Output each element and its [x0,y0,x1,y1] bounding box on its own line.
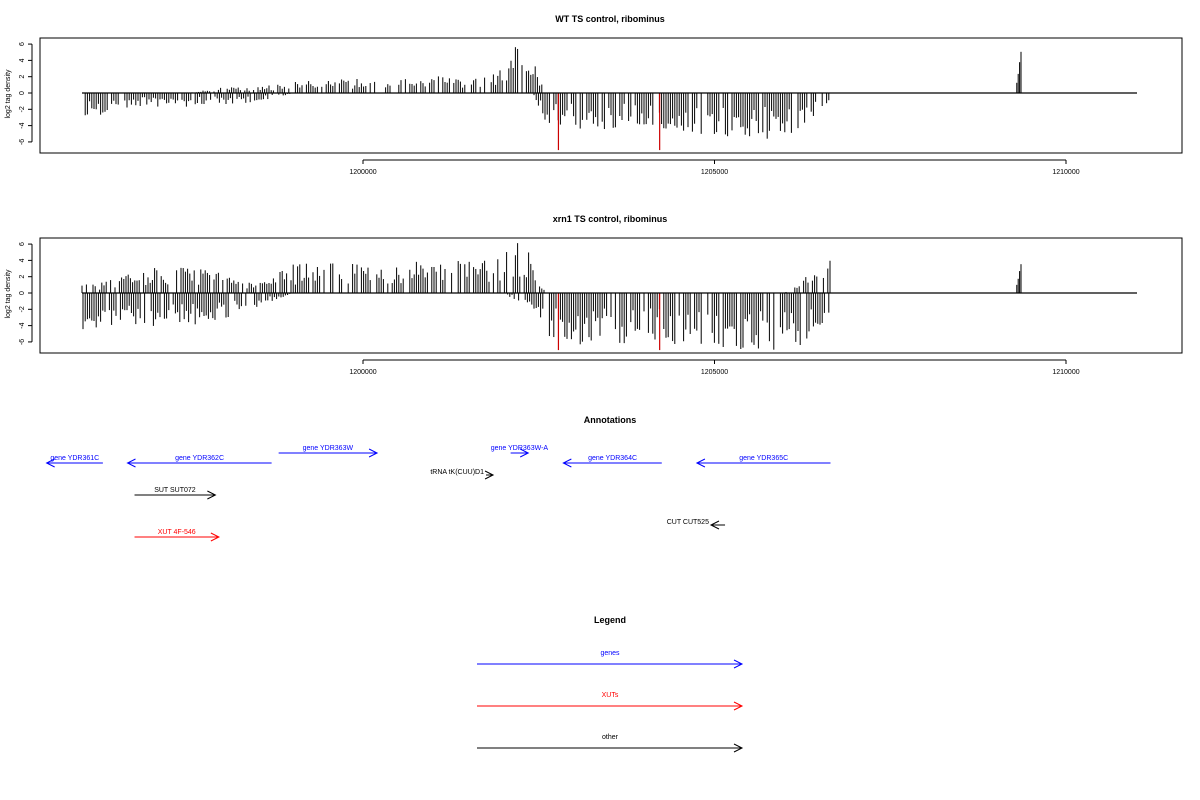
x-tick-label: 1200000 [349,369,376,376]
y-tick-label: -4 [19,322,26,328]
annotation-arrow-head [484,470,495,480]
y-tick-label: 4 [19,58,26,62]
x-tick-label: 1200000 [349,169,376,176]
annotation-label: gene YDR365C [739,455,788,462]
annotation-gene: gene YDR362C [126,455,272,468]
x-tick-label: 1210000 [1052,169,1079,176]
legend-label: other [602,734,619,741]
legend-label: XUTs [602,692,619,699]
annotation-arrow-head [126,458,136,468]
y-tick-label: -4 [19,122,26,128]
xrn1-density-panel: xrn1 TS control, ribominus log2 tag dens… [5,214,1183,376]
xrn1-x-axis: 1200000 1205000 1210000 [349,359,1080,376]
annotation-label: gene YDR362C [175,455,224,462]
wt-x-axis: 1200000 1205000 1210000 [349,159,1080,176]
y-tick-label: 2 [19,75,26,79]
annotation-arrow-head [368,448,379,458]
wt-panel-title: WT TS control, ribominus [555,14,665,24]
wt-y-axis-label: log2 tag density [5,69,12,119]
y-tick-label: 2 [19,275,26,279]
annotation-arrow-head [709,520,720,530]
legend-arrow-head [733,743,744,753]
annotation-label: gene YDR363W-A [491,445,549,452]
annotation-gene: gene YDR363W [278,445,379,458]
annotation-label: tRNA tK(CUU)D1 [430,469,484,476]
xrn1-y-axis: -6 -4 -2 0 2 4 6 [19,242,33,345]
annotation-label: gene YDR363W [303,445,354,452]
annotation-other: SUT SUT072 [134,487,217,500]
wt-density-bars [84,47,1022,139]
legend-item: genes [477,650,744,669]
xrn1-plot-frame [39,237,1183,354]
x-tick-label: 1205000 [701,169,728,176]
annotation-gene: gene YDR363W-A [491,445,549,458]
annotation-arrow-head [207,490,217,500]
annotation-gene: gene YDR361C [45,455,103,468]
y-tick-label: 0 [19,291,26,295]
annotation-arrow-head [519,448,530,458]
annotation-label: SUT SUT072 [154,487,196,494]
wt-density-panel: WT TS control, ribominus log2 tag densit… [5,14,1183,176]
y-tick-label: -2 [19,306,26,312]
y-tick-label: -6 [19,139,26,145]
annotation-gene: gene YDR365C [695,455,831,468]
y-tick-label: 6 [19,242,26,246]
wt-plot-frame [39,37,1183,154]
annotations-track: Annotations gene YDR361C gene YDR362Cgene… [45,415,831,542]
annotation-other: CUT CUT525 [667,519,726,530]
xrn1-panel-title: xrn1 TS control, ribominus [553,214,668,224]
annotation-label: gene YDR361C [50,455,99,462]
annotation-gene: gene YDR364C [562,455,662,468]
legend-arrow-head [733,701,744,711]
x-tick-label: 1210000 [1052,369,1079,376]
annotation-features: gene YDR361C gene YDR362C gene YDR363W gene… [45,445,831,542]
annotation-xut: XUT 4F-546 [134,529,221,542]
annotation-arrow-head [695,458,706,468]
y-tick-label: -6 [19,339,26,345]
y-tick-label: 6 [19,42,26,46]
annotation-label: XUT 4F-546 [158,529,196,536]
x-tick-label: 1205000 [701,369,728,376]
legend-items: genes XUTs other [477,650,744,753]
xrn1-density-bars [81,243,1022,350]
legend-label: genes [600,650,620,657]
legend-title: Legend [594,615,626,625]
annotation-arrow-head [210,532,221,542]
y-tick-label: 0 [19,91,26,95]
y-tick-label: 4 [19,258,26,262]
legend-item: other [477,734,744,753]
xrn1-y-axis-label: log2 tag density [5,269,12,319]
wt-highlight-bars [557,93,661,151]
y-tick-label: -2 [19,106,26,112]
annotation-other: tRNA tK(CUU)D1 [430,469,495,480]
annotation-label: CUT CUT525 [667,519,709,526]
legend-arrow-head [733,659,744,669]
legend-item: XUTs [477,692,744,711]
wt-y-axis: -6 -4 -2 0 2 4 6 [19,42,33,145]
annotation-arrow-head [45,458,55,468]
annotation-arrow-head [562,458,572,468]
xrn1-highlight-bars [557,293,661,351]
annotations-title: Annotations [584,415,637,425]
annotation-label: gene YDR364C [588,455,637,462]
legend: Legend genes XUTs other [477,615,744,753]
